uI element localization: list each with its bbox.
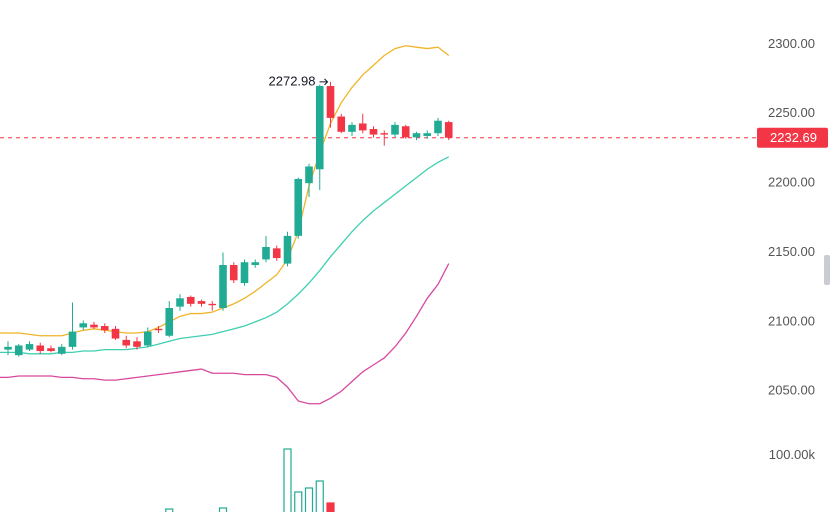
candle-body bbox=[208, 303, 217, 306]
high-annotation: 2272.98 bbox=[269, 73, 316, 88]
candle-body bbox=[36, 345, 45, 352]
candle-body bbox=[348, 124, 356, 132]
candle-body bbox=[197, 301, 206, 304]
band-line bbox=[8, 156, 450, 355]
candle-body bbox=[133, 341, 141, 347]
side-handle[interactable] bbox=[824, 255, 830, 285]
candle-body bbox=[176, 298, 184, 307]
candle-body bbox=[4, 346, 12, 350]
candle-body bbox=[272, 248, 281, 259]
high-arrow bbox=[319, 78, 329, 86]
candle-body bbox=[412, 133, 421, 138]
candle-body bbox=[444, 122, 453, 138]
volume-bar bbox=[218, 507, 228, 512]
candle-body bbox=[326, 86, 335, 118]
y-tick-label: 2100.00 bbox=[768, 313, 815, 328]
volume-bar bbox=[326, 502, 335, 512]
candle-body bbox=[391, 124, 399, 135]
candle-body bbox=[380, 133, 389, 135]
volume-bar bbox=[304, 487, 314, 512]
y-tick-label: 2300.00 bbox=[768, 36, 815, 51]
candle-body bbox=[369, 129, 378, 135]
candle-body bbox=[283, 235, 292, 264]
candle-body bbox=[358, 123, 367, 131]
candle-body bbox=[315, 86, 324, 170]
candle-body bbox=[294, 178, 303, 236]
y-tick-label: 2250.00 bbox=[768, 105, 815, 120]
candle-body bbox=[251, 262, 260, 265]
candle-body bbox=[423, 133, 432, 136]
volume-bar bbox=[283, 448, 292, 512]
band-line bbox=[7, 263, 450, 405]
candle-body bbox=[154, 328, 163, 331]
candle-body bbox=[90, 324, 98, 328]
candle-body bbox=[111, 328, 120, 339]
candle-body bbox=[186, 296, 195, 304]
candle-body bbox=[47, 348, 55, 352]
volume-bar bbox=[294, 491, 303, 512]
price-tag-label: 2232.69 bbox=[770, 130, 817, 145]
candle-body bbox=[79, 323, 88, 328]
candle-body bbox=[434, 120, 442, 134]
candle-body bbox=[57, 346, 66, 354]
candle-body bbox=[219, 264, 227, 309]
y-tick-label: 2150.00 bbox=[768, 244, 815, 259]
candle-body bbox=[240, 262, 249, 284]
candle-body bbox=[122, 339, 131, 346]
candle-body bbox=[68, 331, 77, 347]
candle-body bbox=[25, 344, 34, 350]
candle-body bbox=[401, 126, 410, 138]
y-tick-label: 2050.00 bbox=[768, 383, 815, 398]
candle-body bbox=[165, 308, 174, 336]
candle-body bbox=[100, 326, 109, 331]
candle-body bbox=[14, 345, 23, 356]
band-line bbox=[8, 45, 450, 337]
price-tag bbox=[757, 127, 828, 148]
candle-body bbox=[143, 331, 152, 346]
volume-tick-label: 100.00k bbox=[769, 447, 816, 462]
candle-body bbox=[229, 264, 238, 281]
candle-body bbox=[305, 166, 313, 184]
candle-body bbox=[337, 116, 346, 132]
candle-body bbox=[262, 246, 270, 260]
volume-bar bbox=[315, 480, 324, 512]
y-tick-label: 2200.00 bbox=[768, 175, 815, 190]
